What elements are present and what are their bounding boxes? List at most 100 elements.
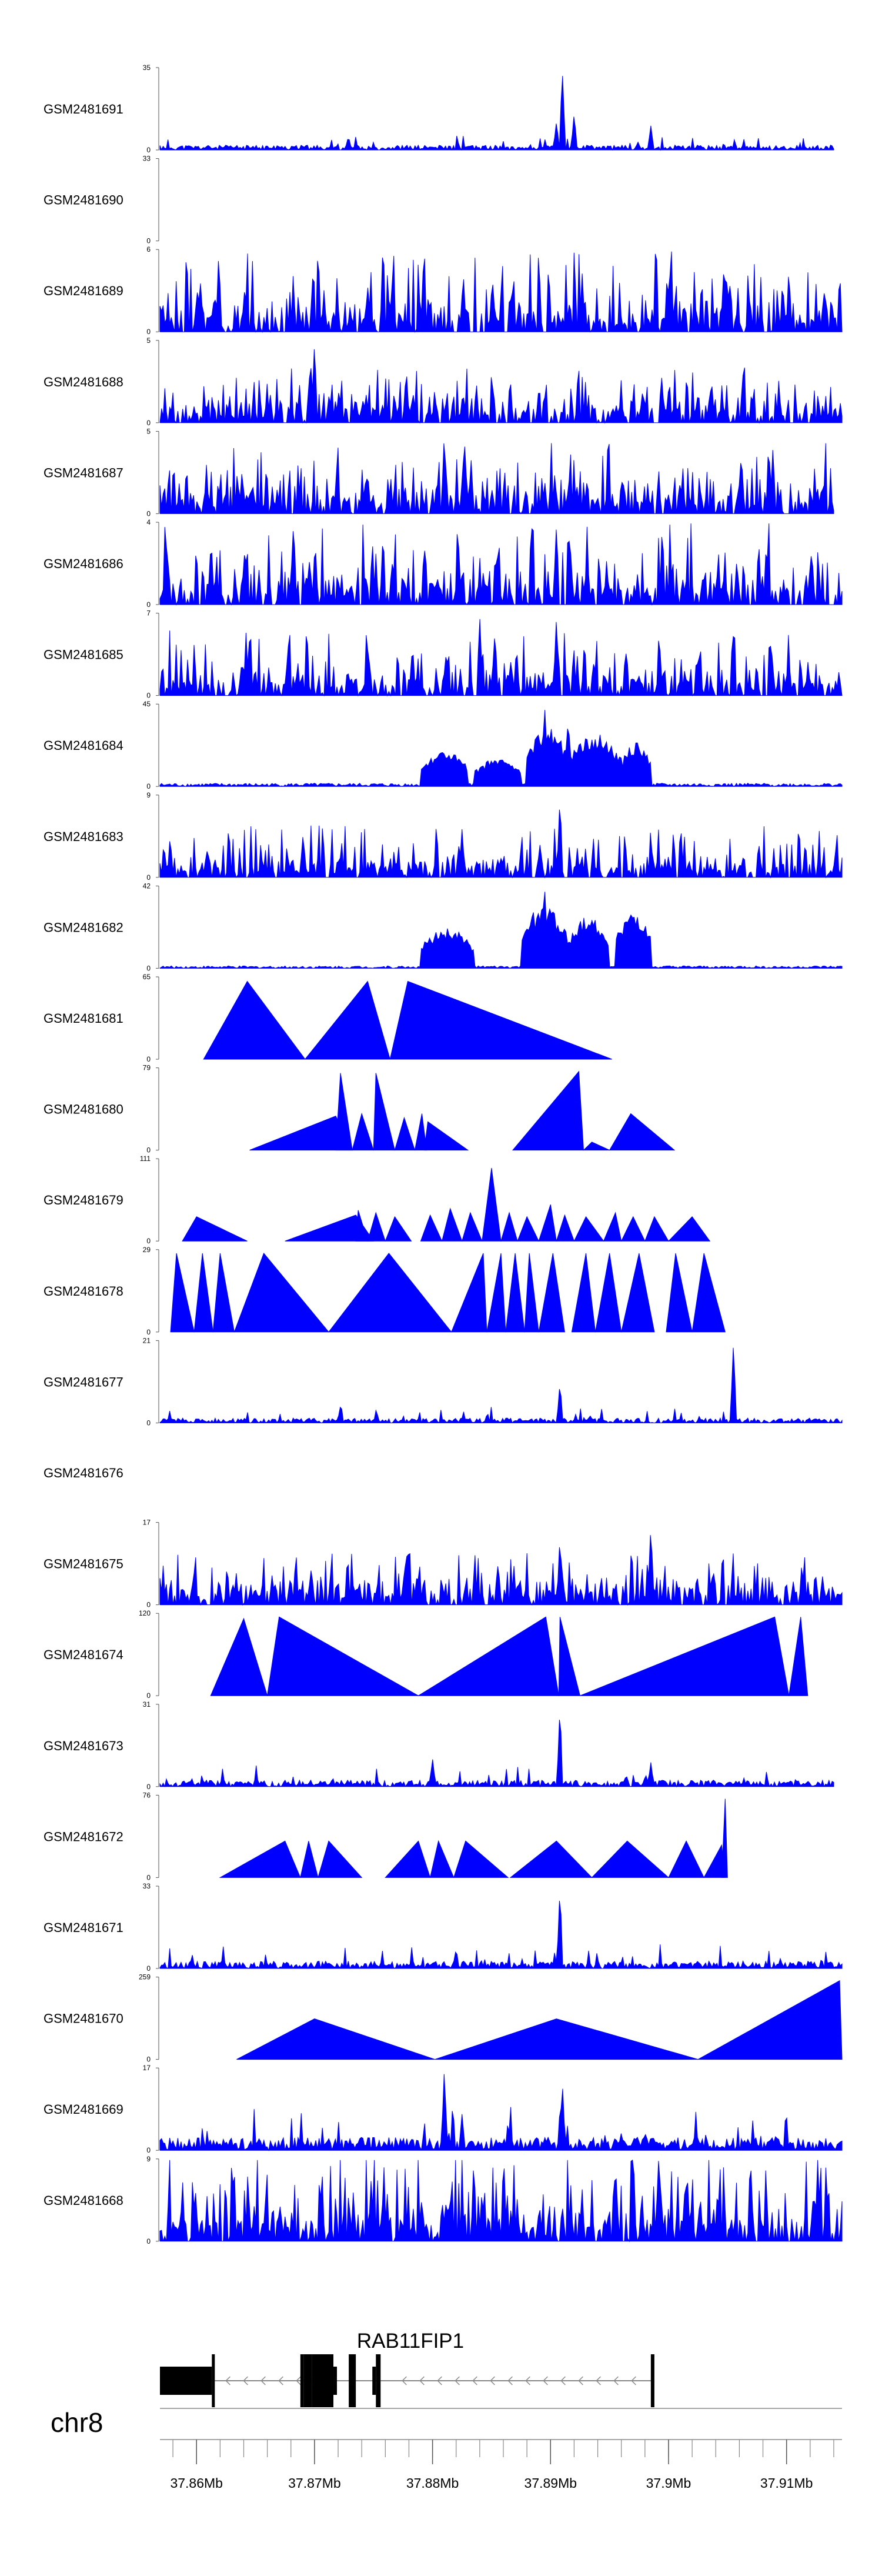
y-axis-max-label: 17: [143, 2064, 151, 2072]
coverage-peak: [538, 1253, 565, 1333]
coverage-peak: [594, 1253, 622, 1333]
coverage-area: [159, 892, 843, 969]
coverage-peak: [219, 1840, 301, 1878]
gene-exon: [212, 2354, 215, 2407]
track-gsm2481679: GSM2481679 111 0: [44, 1154, 711, 1245]
coverage-peak: [482, 1167, 502, 1242]
coverage-area: [159, 1535, 843, 1606]
strand-arrow-icon: [455, 2376, 460, 2385]
coverage-peak: [667, 1216, 711, 1242]
gene-exon: [303, 2354, 312, 2407]
coverage-peak: [500, 1212, 518, 1242]
track-gsm2481683: GSM2481683 9 0: [44, 791, 843, 882]
track-label: GSM2481672: [44, 1829, 123, 1844]
strand-arrow-icon: [243, 2376, 248, 2385]
track-label: GSM2481686: [44, 556, 123, 571]
coverage-peak: [233, 1252, 330, 1333]
y-axis-zero-label: 0: [146, 873, 151, 882]
track-label: GSM2481678: [44, 1284, 123, 1299]
y-axis-zero-label: 0: [146, 2056, 151, 2064]
y-axis-max-label: 29: [143, 1246, 151, 1254]
y-axis-zero-label: 0: [146, 600, 151, 609]
track-label: GSM2481685: [44, 648, 123, 662]
y-axis-zero-label: 0: [146, 1328, 151, 1336]
coverage-peak: [789, 1617, 808, 1696]
coverage-peak: [691, 1253, 726, 1333]
coverage-area: [159, 1347, 843, 1424]
gene-exon: [312, 2354, 334, 2407]
coverage-peak: [580, 1616, 790, 1696]
track-gsm2481676: GSM2481676: [44, 1466, 123, 1480]
coverage-area: [159, 1900, 843, 1970]
track-gsm2481671: GSM2481671 33 0: [44, 1882, 843, 1973]
y-axis-max-label: 120: [139, 1609, 151, 1617]
coverage-peak: [435, 2018, 699, 2060]
y-axis-max-label: 76: [143, 1791, 151, 1799]
y-axis-zero-label: 0: [146, 328, 151, 336]
y-axis-max-label: 9: [146, 791, 151, 799]
y-axis-max-label: 42: [143, 882, 151, 890]
track-label: GSM2481669: [44, 2102, 123, 2117]
track-label: GSM2481679: [44, 1193, 123, 1207]
y-axis-zero-label: 0: [146, 1237, 151, 1245]
y-axis-zero-label: 0: [146, 1783, 151, 1791]
strand-arrow-icon: [260, 2376, 266, 2385]
track-gsm2481685: GSM2481685 7 0: [44, 609, 843, 700]
coverage-peak: [304, 980, 391, 1060]
track-label: GSM2481684: [44, 738, 123, 753]
coverage-peak: [318, 1840, 363, 1878]
track-label: GSM2481676: [44, 1466, 123, 1480]
y-axis-max-label: 17: [143, 1519, 151, 1527]
coverage-area: [159, 2074, 843, 2151]
coverage-peak: [182, 1216, 248, 1242]
strand-arrow-icon: [525, 2376, 530, 2385]
track-gsm2481682: GSM2481682 42 0: [44, 882, 843, 972]
y-axis-zero-label: 0: [146, 1964, 151, 1973]
coverage-peak: [414, 1113, 427, 1151]
axis-tick-label: 37.91Mb: [760, 2475, 813, 2491]
y-axis-max-label: 7: [146, 609, 151, 618]
coverage-area: [159, 76, 834, 151]
coverage-peak: [385, 1216, 412, 1242]
coverage-peak: [558, 1617, 581, 1696]
track-gsm2481673: GSM2481673 31 0: [44, 1700, 834, 1791]
track-label: GSM2481689: [44, 283, 123, 298]
coverage-peak: [373, 1073, 396, 1151]
y-axis-zero-label: 0: [146, 1146, 151, 1154]
track-gsm2481669: GSM2481669 17 0: [44, 2064, 843, 2154]
track-gsm2481674: GSM2481674 120 0: [44, 1609, 808, 1700]
coverage-area: [159, 809, 843, 879]
track-label: GSM2481677: [44, 1374, 123, 1389]
track-gsm2481670: GSM2481670 259 0: [44, 1973, 843, 2064]
coverage-area: [159, 2159, 843, 2243]
coverage-peak: [538, 1204, 557, 1242]
coverage-area: [159, 710, 843, 787]
strand-arrow-icon: [225, 2376, 230, 2385]
coverage-peak: [267, 1616, 420, 1696]
y-axis-zero-label: 0: [146, 146, 151, 154]
track-gsm2481691: GSM2481691 35 0: [44, 64, 834, 154]
coverage-peak: [505, 1253, 525, 1333]
gene-exon: [300, 2354, 304, 2407]
coverage-area: [159, 1720, 834, 1788]
coverage-peak: [644, 1216, 669, 1242]
y-axis-zero-label: 0: [146, 2237, 151, 2245]
coverage-peak: [571, 1253, 596, 1333]
gene-exon: [376, 2354, 381, 2407]
coverage-peak: [509, 1840, 593, 1878]
coverage-peak: [442, 1207, 463, 1242]
y-axis-zero-label: 0: [146, 509, 151, 518]
track-label: GSM2481681: [44, 1011, 123, 1026]
y-axis-zero-label: 0: [146, 782, 151, 790]
coverage-peak: [300, 1841, 319, 1878]
y-axis-zero-label: 0: [146, 419, 151, 427]
coverage-peak: [583, 1142, 610, 1151]
coverage-peak: [721, 1798, 728, 1878]
coverage-area: [159, 443, 834, 515]
y-axis-max-label: 259: [139, 1973, 151, 1981]
y-axis-zero-label: 0: [146, 1055, 151, 1063]
y-axis-zero-label: 0: [146, 2146, 151, 2154]
coverage-area: [159, 619, 843, 697]
track-gsm2481675: GSM2481675 17 0: [44, 1519, 843, 1609]
strand-arrow-icon: [419, 2376, 425, 2385]
